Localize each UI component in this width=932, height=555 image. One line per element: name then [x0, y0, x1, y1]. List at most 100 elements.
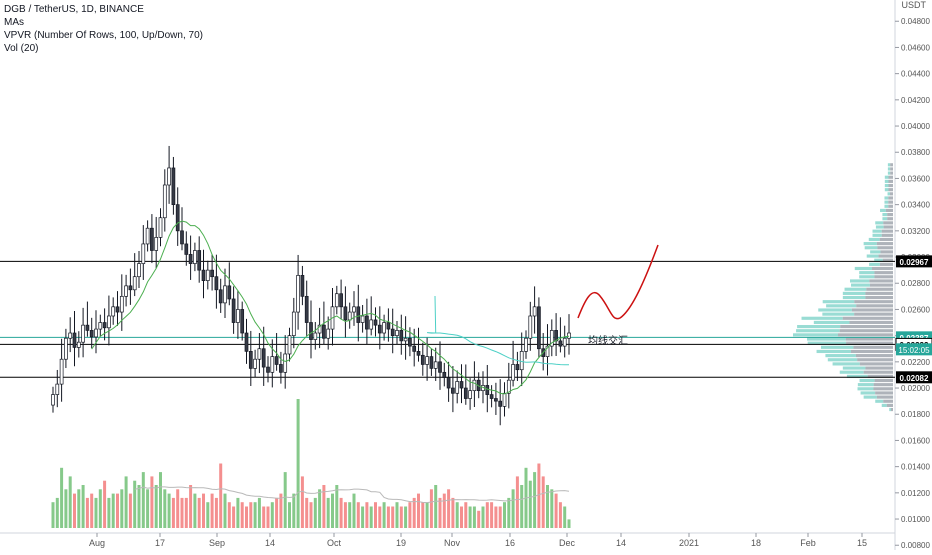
- candle-body-up: [132, 276, 137, 291]
- candle-body-up: [468, 390, 472, 399]
- vpvr-bar-up: [859, 378, 875, 383]
- indicator-mas[interactable]: MAs: [4, 17, 24, 28]
- volume-bar-down: [343, 502, 347, 528]
- candle: [218, 278, 223, 313]
- x-tick-label: Aug: [89, 538, 105, 548]
- volume-bar-up: [369, 506, 373, 528]
- vpvr-bar-up: [875, 221, 884, 225]
- volume-bar-down: [180, 497, 184, 528]
- candle: [128, 268, 133, 305]
- volume-bar-up: [292, 493, 296, 528]
- volume-bar-up: [520, 485, 524, 528]
- y-tick-label: 0.03800: [901, 148, 930, 157]
- candle-body-down: [171, 167, 176, 205]
- vpvr-bar-down: [874, 271, 893, 275]
- candle: [193, 242, 197, 272]
- volume-bar-down: [477, 510, 481, 528]
- volume-bar-up: [51, 502, 55, 528]
- candle: [244, 318, 249, 364]
- vpvr-bar-down: [840, 325, 893, 329]
- candle: [429, 348, 434, 376]
- vpvr-bar-down: [839, 329, 893, 333]
- volume-bar-up: [511, 489, 515, 528]
- volume-bar-up: [253, 502, 257, 528]
- candle-body-down: [339, 293, 343, 308]
- candle-body-down: [537, 306, 541, 350]
- candle-body-down: [459, 381, 464, 389]
- candle: [141, 225, 146, 280]
- indicator-vol[interactable]: Vol (20): [4, 43, 39, 54]
- vpvr-bar-up: [820, 345, 854, 349]
- candle: [89, 317, 94, 349]
- volume-bar-down: [202, 493, 205, 528]
- vpvr-bar-down: [889, 192, 893, 196]
- candle-body-up: [270, 356, 275, 373]
- vpvr-bar-down: [879, 262, 893, 266]
- candle: [59, 338, 64, 402]
- candle-body-up: [528, 315, 533, 339]
- volume-bar-up: [550, 489, 554, 528]
- candle: [197, 236, 202, 283]
- y-tick-label: 0.04600: [901, 43, 930, 52]
- vpvr-bar-down: [871, 266, 893, 271]
- vpvr-bar-up: [842, 366, 866, 370]
- volume-bar-up: [94, 497, 98, 528]
- vpvr-bar-down: [876, 242, 893, 246]
- vpvr-bar-up: [859, 275, 875, 279]
- x-tick-label: 14: [265, 538, 275, 548]
- candle-body-down: [498, 400, 503, 407]
- candle: [528, 301, 533, 351]
- indicator-vpvr[interactable]: VPVR (Number Of Rows, 100, Up/Down, 70): [4, 30, 203, 41]
- candle-body-down: [365, 315, 369, 330]
- vpvr-bar-down: [888, 175, 893, 179]
- x-tick-label: 15: [857, 538, 867, 548]
- candle-body-down: [399, 330, 404, 342]
- vpvr-bar-down: [846, 341, 893, 345]
- candle: [309, 300, 313, 359]
- vpvr-bar-up: [881, 403, 887, 407]
- vpvr-bar-down: [865, 295, 893, 300]
- candle: [64, 328, 68, 369]
- candle: [81, 307, 85, 358]
- symbol-title[interactable]: DGB / TetherUS, 1D, BINANCE: [4, 4, 144, 15]
- candle: [537, 297, 541, 358]
- candle: [76, 331, 81, 358]
- vpvr-bar-up: [854, 266, 872, 271]
- vpvr-bar-down: [887, 217, 893, 221]
- volume-bar-down: [399, 506, 403, 528]
- candle-body-up: [524, 337, 528, 352]
- candle-body-down: [180, 230, 184, 245]
- vpvr-bar-up: [864, 246, 878, 250]
- candle: [502, 382, 507, 417]
- candle: [382, 314, 386, 341]
- candle: [494, 382, 498, 415]
- vpvr-bar-up: [793, 333, 838, 337]
- x-tick-label: Oct: [327, 538, 342, 548]
- candle: [266, 356, 270, 383]
- candle: [356, 284, 361, 342]
- candle-body-up: [119, 295, 124, 313]
- volume-bar-down: [73, 493, 76, 528]
- candle-body-up: [111, 306, 116, 317]
- candle: [472, 361, 477, 408]
- vpvr-bar-up: [875, 399, 884, 403]
- volume-bar-down: [322, 485, 326, 528]
- vpvr-bar-down: [865, 291, 893, 295]
- candle: [98, 314, 103, 337]
- candle: [231, 286, 236, 334]
- y-tick-label: 0.02600: [901, 305, 930, 314]
- vpvr-bar-down: [883, 399, 893, 403]
- volume-bar-down: [386, 506, 390, 528]
- x-tick-label: 19: [396, 538, 406, 548]
- volume-bar-down: [279, 493, 283, 528]
- candle: [558, 317, 563, 353]
- volume-bar-up: [468, 506, 472, 528]
- vpvr-bar-up: [863, 395, 877, 399]
- candle: [119, 274, 124, 331]
- volume-bar-up: [425, 502, 429, 528]
- candle-body-up: [545, 345, 550, 357]
- candle-body-down: [416, 351, 421, 356]
- vpvr-bar-down: [855, 354, 893, 358]
- volume-bar-up: [404, 506, 408, 528]
